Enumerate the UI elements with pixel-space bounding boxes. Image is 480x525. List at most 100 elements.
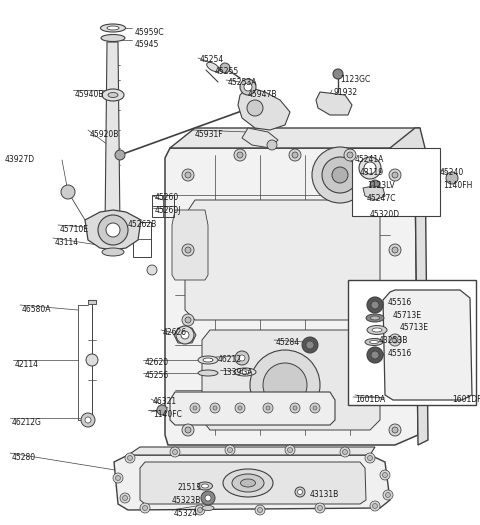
Circle shape	[367, 297, 383, 313]
Text: 1339GA: 1339GA	[222, 368, 252, 377]
Circle shape	[371, 351, 379, 359]
Polygon shape	[390, 128, 428, 445]
Polygon shape	[242, 128, 278, 148]
Circle shape	[293, 406, 297, 410]
Circle shape	[201, 491, 215, 505]
Circle shape	[235, 351, 249, 365]
Circle shape	[61, 185, 75, 199]
Circle shape	[389, 334, 401, 346]
Circle shape	[312, 147, 368, 203]
Ellipse shape	[234, 368, 256, 376]
Text: 42620: 42620	[145, 358, 169, 367]
Circle shape	[143, 506, 147, 510]
Ellipse shape	[202, 484, 208, 488]
Circle shape	[197, 508, 203, 512]
Circle shape	[266, 406, 270, 410]
Ellipse shape	[367, 326, 387, 334]
Ellipse shape	[107, 26, 119, 30]
Polygon shape	[172, 210, 208, 280]
Circle shape	[120, 493, 130, 503]
Circle shape	[380, 470, 390, 480]
Circle shape	[263, 363, 307, 407]
Circle shape	[195, 505, 205, 515]
Text: 45253A: 45253A	[228, 78, 257, 87]
Bar	[133, 222, 151, 257]
Circle shape	[370, 501, 380, 511]
Circle shape	[267, 140, 277, 150]
Polygon shape	[165, 148, 418, 445]
Ellipse shape	[198, 356, 218, 364]
Circle shape	[306, 341, 314, 349]
Polygon shape	[185, 200, 380, 320]
Text: 91932: 91932	[334, 88, 358, 97]
Ellipse shape	[295, 487, 305, 497]
Circle shape	[228, 447, 232, 453]
Text: 45256: 45256	[145, 371, 169, 380]
Circle shape	[446, 172, 458, 184]
Text: 43119: 43119	[360, 168, 384, 177]
Text: 45931F: 45931F	[195, 130, 224, 139]
Circle shape	[85, 417, 91, 423]
Text: 45710E: 45710E	[60, 225, 89, 234]
Polygon shape	[105, 42, 120, 230]
Circle shape	[182, 244, 194, 256]
Circle shape	[368, 456, 372, 460]
Circle shape	[289, 149, 301, 161]
Polygon shape	[383, 290, 472, 400]
Circle shape	[182, 169, 194, 181]
Circle shape	[343, 449, 348, 455]
Circle shape	[185, 427, 191, 433]
Circle shape	[185, 317, 191, 323]
Circle shape	[86, 354, 98, 366]
Circle shape	[220, 63, 230, 73]
Circle shape	[340, 447, 350, 457]
Circle shape	[170, 447, 180, 457]
Circle shape	[113, 473, 123, 483]
Circle shape	[389, 424, 401, 436]
Polygon shape	[85, 210, 141, 250]
Circle shape	[332, 167, 348, 183]
Ellipse shape	[298, 489, 302, 495]
Text: 45240: 45240	[440, 168, 464, 177]
Bar	[88, 300, 96, 304]
Ellipse shape	[239, 370, 251, 374]
Circle shape	[140, 503, 150, 513]
Circle shape	[322, 157, 358, 193]
Circle shape	[247, 100, 263, 116]
Text: 45323B: 45323B	[172, 496, 202, 505]
Circle shape	[389, 169, 401, 181]
Polygon shape	[316, 92, 352, 115]
Ellipse shape	[203, 358, 213, 362]
Circle shape	[365, 453, 375, 463]
Text: 43114: 43114	[55, 238, 79, 247]
Text: 42626: 42626	[163, 328, 187, 337]
Polygon shape	[363, 186, 385, 200]
Circle shape	[106, 223, 120, 237]
Text: 46212: 46212	[218, 355, 242, 364]
Ellipse shape	[372, 328, 382, 332]
Circle shape	[237, 152, 243, 158]
Circle shape	[317, 506, 323, 510]
Circle shape	[116, 476, 120, 480]
Circle shape	[371, 301, 379, 309]
Circle shape	[302, 337, 318, 353]
Circle shape	[185, 172, 191, 178]
Text: 45713E: 45713E	[400, 323, 429, 332]
Text: 45260: 45260	[155, 193, 179, 202]
Text: 45324: 45324	[174, 509, 198, 518]
Circle shape	[172, 449, 178, 455]
Circle shape	[263, 403, 273, 413]
Circle shape	[182, 424, 194, 436]
Polygon shape	[174, 328, 196, 343]
Ellipse shape	[202, 506, 214, 510]
Circle shape	[288, 447, 292, 453]
Polygon shape	[128, 447, 375, 455]
Text: 45284: 45284	[276, 338, 300, 347]
Ellipse shape	[101, 35, 125, 41]
Ellipse shape	[198, 370, 218, 376]
Circle shape	[290, 403, 300, 413]
Circle shape	[235, 403, 245, 413]
Bar	[152, 195, 174, 217]
Circle shape	[370, 180, 380, 190]
Circle shape	[292, 152, 298, 158]
